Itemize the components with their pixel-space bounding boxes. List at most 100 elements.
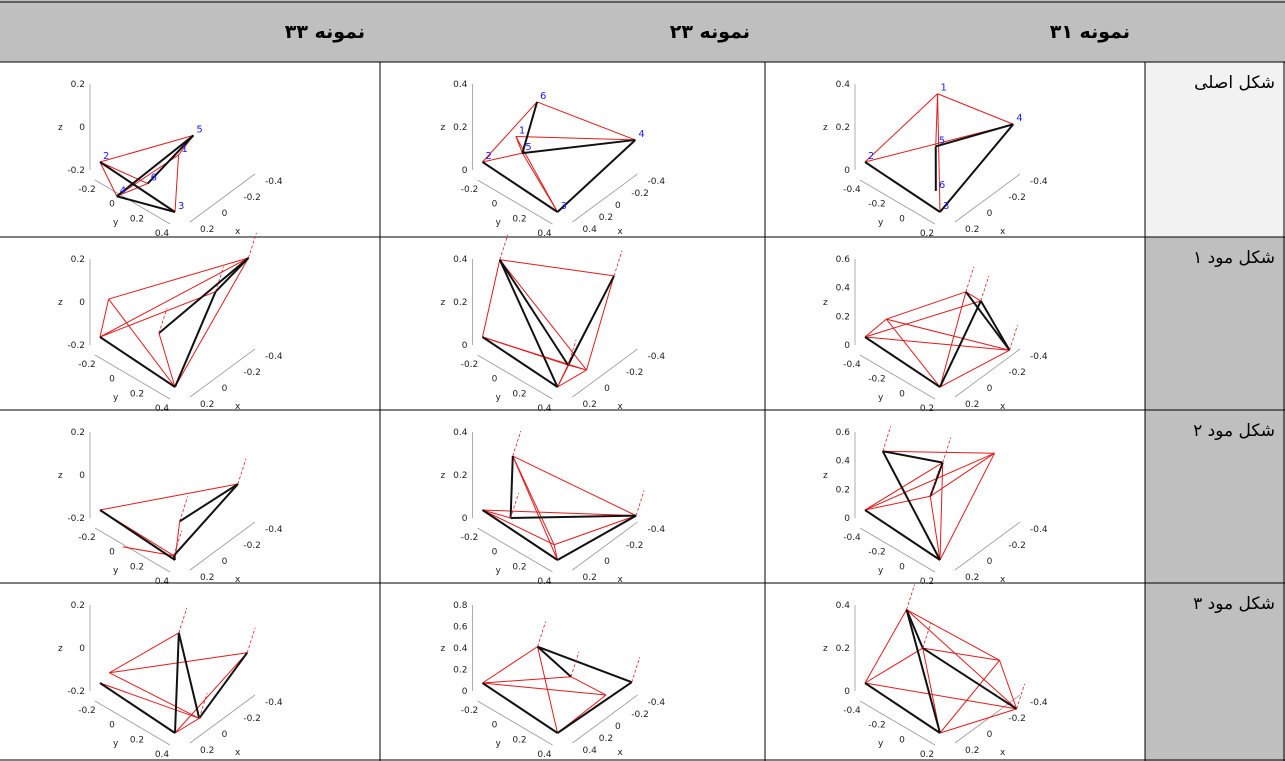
z-tick: 0.2	[71, 255, 85, 265]
member-deformed	[537, 621, 546, 647]
x-tick: -0.2	[1008, 541, 1026, 551]
member	[553, 515, 637, 546]
member	[881, 450, 941, 561]
y-tick: -0.2	[78, 185, 96, 195]
member-deformed	[1016, 683, 1025, 710]
member	[864, 495, 931, 511]
member	[567, 275, 615, 366]
member	[864, 318, 887, 338]
axis-label: x	[1000, 227, 1006, 237]
node-label: 4	[1016, 113, 1022, 124]
z-tick: 0.2	[71, 80, 85, 90]
z-tick: -0.2	[67, 341, 85, 351]
member	[99, 291, 216, 338]
member	[99, 161, 118, 197]
row-label: شکل اصلی	[1194, 73, 1275, 93]
member	[146, 134, 195, 185]
member	[864, 509, 941, 561]
header-bg	[0, 0, 1285, 62]
z-tick: 0.2	[836, 485, 850, 495]
y-tick: -0.2	[78, 706, 96, 716]
member	[556, 139, 637, 213]
member-deformed	[499, 234, 509, 260]
x-tick: -0.4	[1030, 352, 1048, 362]
axis-label: z	[58, 644, 63, 654]
member	[174, 652, 248, 734]
member	[864, 682, 1017, 710]
plot-frame	[89, 605, 256, 746]
y-tick: -0.2	[868, 200, 886, 210]
member	[939, 300, 982, 388]
axis-label: z	[441, 298, 446, 308]
member	[482, 646, 538, 684]
node-label: 6	[151, 173, 157, 184]
axis-label: x	[235, 402, 241, 412]
plot-frame	[89, 259, 256, 400]
member	[482, 509, 555, 546]
z-tick: 0	[462, 166, 468, 176]
member-deformed	[942, 437, 952, 463]
y-tick: 0.2	[130, 214, 144, 224]
y-tick: -0.4	[843, 185, 861, 195]
header-cell: نمونه ۳۱	[1050, 21, 1130, 43]
x-tick: 0.2	[965, 746, 979, 756]
x-tick: 0.2	[599, 734, 613, 744]
z-tick: 0.2	[71, 601, 85, 611]
member	[498, 259, 569, 366]
x-tick: 0	[604, 557, 610, 567]
member-deformed	[198, 693, 208, 719]
x-tick: -0.2	[1008, 368, 1026, 378]
member	[864, 462, 943, 511]
y-tick: 0	[492, 548, 498, 558]
member	[99, 483, 238, 511]
member	[512, 455, 558, 561]
x-tick: 0.4	[583, 746, 598, 756]
z-tick: 0.4	[836, 80, 851, 90]
x-tick: -0.4	[265, 698, 283, 708]
y-tick: 0	[899, 214, 905, 224]
member-deformed	[567, 339, 577, 366]
y-tick: 0.4	[537, 577, 552, 587]
x-tick: -0.2	[243, 541, 261, 551]
z-tick: 0.6	[836, 428, 851, 438]
plot-frame	[854, 84, 1021, 225]
x-tick: -0.4	[1030, 177, 1048, 187]
x-tick: -0.4	[1030, 698, 1048, 708]
y-tick: -0.2	[461, 706, 479, 716]
member-deformed	[631, 657, 641, 683]
axis-label: x	[618, 227, 624, 237]
axis-label: y	[496, 566, 502, 576]
z-tick: 0	[462, 341, 468, 351]
node-label: 3	[943, 201, 949, 212]
x-tick: -0.2	[631, 189, 649, 199]
member	[937, 93, 1014, 125]
member	[864, 336, 941, 388]
member	[174, 154, 180, 213]
row-label: شکل مود ۲	[1193, 421, 1275, 441]
member	[499, 259, 615, 277]
plot: 0.4 0.2 0 -0.2 0 0.2 0.4 0.2 0 -0.2 -0.4 x y z	[441, 428, 666, 587]
y-tick: -0.2	[868, 375, 886, 385]
x-tick: 0	[615, 722, 621, 732]
node-label: 1	[941, 83, 947, 94]
plot-frame	[472, 605, 638, 746]
node-label: 5	[196, 124, 202, 135]
plot: 0.4 0.2 0 -0.4 -0.2 0 0.2 0.2 0 -0.2 -0.4 x y z 1 2 3 4 5 6	[823, 80, 1048, 239]
y-tick: 0.4	[155, 750, 170, 760]
member	[557, 369, 587, 388]
member	[99, 257, 249, 338]
x-tick: -0.2	[243, 193, 261, 203]
axis-label: z	[823, 123, 828, 133]
member-deformed	[173, 530, 183, 556]
z-tick: 0.2	[453, 666, 467, 676]
axis-label: z	[823, 298, 828, 308]
y-tick: 0.2	[512, 214, 526, 224]
member	[481, 336, 559, 388]
x-tick: -0.4	[265, 525, 283, 535]
y-tick: 0.4	[537, 229, 552, 239]
node-label: 4	[120, 185, 126, 196]
x-tick: -0.2	[1008, 714, 1026, 724]
z-tick: 0.4	[836, 601, 851, 611]
z-tick: -0.2	[67, 687, 85, 697]
